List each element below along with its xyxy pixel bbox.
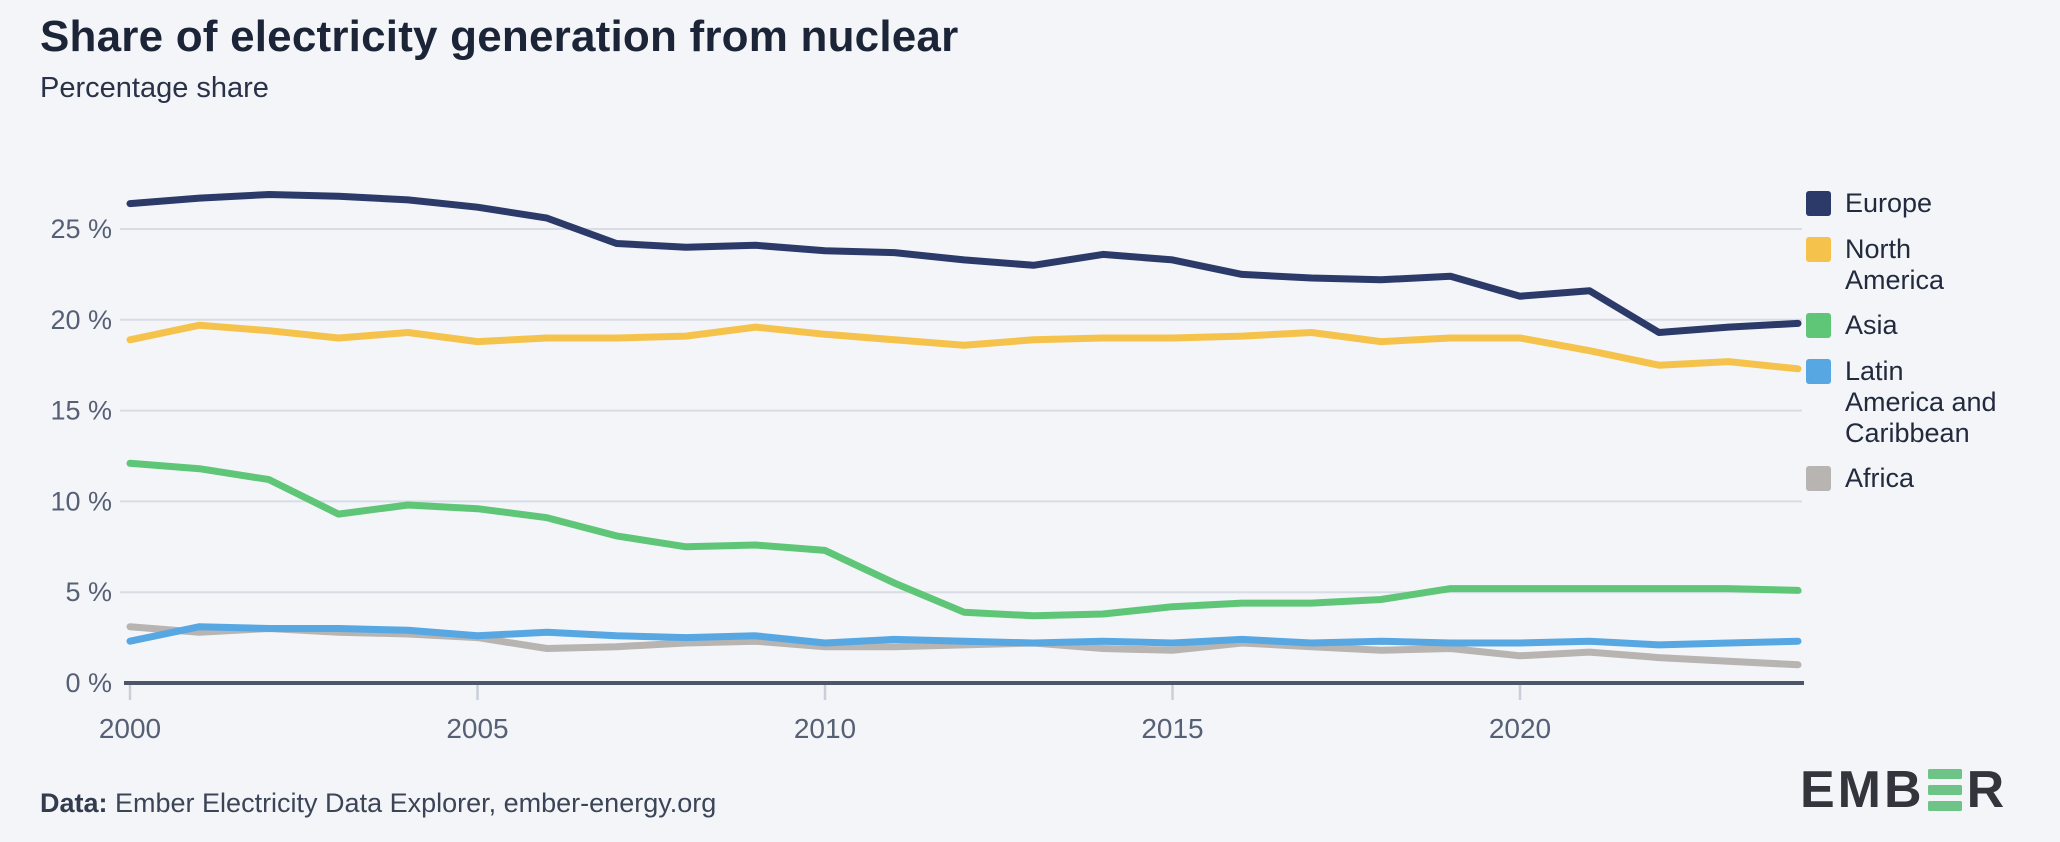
x-tick-label: 2020 [1489, 713, 1551, 744]
legend-label: Africa [1845, 463, 1915, 494]
x-axis-labels: 2000 2005 2010 2015 2020 [99, 713, 1551, 744]
legend-item-africa: Africa [1806, 463, 2006, 494]
logo-green-e-icon [1927, 769, 1962, 811]
series-line-north-america [126, 321, 1802, 373]
y-tick-label: 15 % [50, 396, 112, 426]
gridlines [120, 228, 1802, 594]
legend-label: Europe [1845, 188, 1933, 218]
legend-swatch-north-america [1806, 236, 1831, 262]
y-tick-label: 5 % [65, 577, 112, 607]
page-title: Share of electricity generation from nuc… [40, 12, 959, 61]
legend-item-latin-america-and-caribbean: Latin America and Caribbean [1806, 356, 2006, 448]
logo-text-suffix: R [1966, 761, 2008, 819]
legend-swatch-africa [1806, 466, 1831, 492]
legend-label: Latin America and Caribbean [1845, 356, 1997, 448]
data-source-label: Data: [40, 788, 108, 818]
legend-label: Asia [1845, 310, 1898, 341]
chart-legend: Europe North America Asia Latin America and… [1806, 188, 2006, 494]
y-tick-label: 0 % [65, 668, 112, 698]
series-line-asia [126, 459, 1802, 620]
series-line-europe [126, 191, 1802, 336]
chart-subtitle: Percentage share [40, 72, 269, 104]
legend-item-north-america: North America [1806, 234, 2006, 296]
y-axis-labels: 0 % 5 % 10 % 15 % 20 % 25 % [50, 214, 112, 698]
y-tick-label: 20 % [50, 305, 112, 335]
data-source-text: Ember Electricity Data Explorer, ember-e… [107, 788, 717, 818]
series-line-africa [126, 623, 1802, 669]
legend-label: North America [1845, 233, 1945, 295]
legend-swatch-latin-america-and-caribbean [1806, 359, 1831, 385]
x-tick-label: 2015 [1141, 713, 1203, 744]
legend-item-europe: Europe [1806, 188, 2006, 219]
data-source-note: Data: Ember Electricity Data Explorer, e… [40, 788, 716, 819]
legend-swatch-europe [1806, 191, 1831, 216]
y-tick-label: 10 % [50, 486, 112, 516]
series-line-latin-america-and-caribbean [126, 623, 1802, 649]
ember-logo: EMB R [1800, 760, 2007, 820]
x-tick-label: 2010 [794, 713, 856, 744]
x-axis-ticks [128, 685, 1522, 700]
y-tick-label: 25 % [50, 214, 112, 244]
x-tick-label: 2005 [446, 713, 508, 744]
legend-swatch-asia [1806, 313, 1831, 339]
x-tick-label: 2000 [99, 713, 161, 744]
logo-text-prefix: EMB [1800, 761, 1925, 819]
legend-item-asia: Asia [1806, 310, 2006, 341]
